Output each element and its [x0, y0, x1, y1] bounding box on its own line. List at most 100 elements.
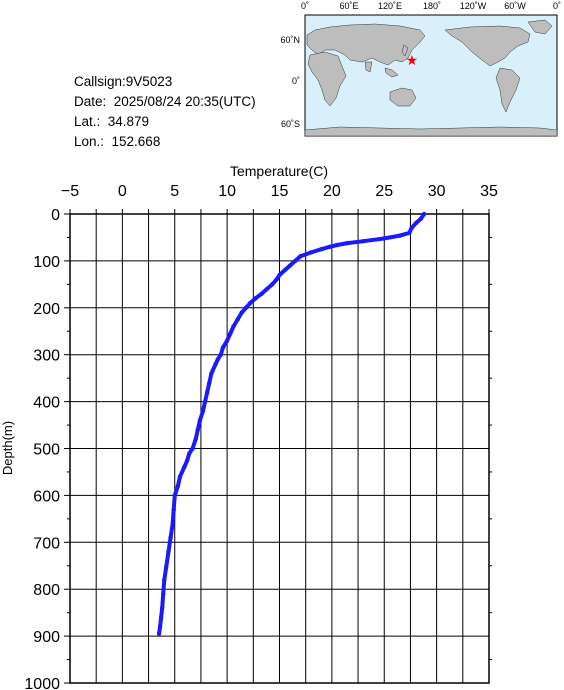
- profile-point: [195, 427, 200, 432]
- map-longitude-label: 60˚E: [339, 1, 358, 11]
- profile-point: [181, 465, 187, 470]
- profile-point: [298, 254, 303, 259]
- profile-point: [274, 277, 279, 282]
- x-tick-label: 20: [323, 183, 341, 200]
- latitude-text: Lat.: 34.879: [74, 114, 150, 129]
- profile-point: [193, 436, 198, 442]
- profile-point: [172, 493, 177, 498]
- x-tick-labels: −5 0 5 10 15 20 25 30 35: [61, 183, 498, 200]
- x-tick-label: 10: [218, 183, 236, 200]
- map-latitude-label: 60˚S: [281, 119, 300, 129]
- y-tick-label: 600: [33, 488, 60, 505]
- profile-point: [418, 216, 424, 221]
- land-masses: [304, 19, 558, 137]
- profile-point: [202, 399, 208, 404]
- profile-point: [168, 535, 173, 540]
- y-tick-label: 300: [33, 348, 60, 365]
- date-text: Date: 2025/08/24 20:35(UTC): [74, 94, 256, 109]
- profile-point: [156, 631, 162, 636]
- profile-point: [397, 233, 403, 238]
- profile-point: [277, 272, 282, 278]
- profile-point: [287, 263, 293, 268]
- profile-point: [319, 246, 324, 252]
- y-tick-label: 1000: [24, 676, 60, 690]
- profile-point: [175, 483, 181, 489]
- profile-point: [247, 300, 253, 306]
- longitude-text: Lon.: 152.668: [74, 134, 161, 149]
- y-tick-label: 100: [33, 254, 60, 271]
- map-longitude-label: 120˚E: [378, 1, 402, 11]
- profile-point: [166, 549, 171, 554]
- profile-point: [213, 361, 218, 367]
- profile-point: [187, 450, 192, 456]
- profile-point: [253, 296, 258, 301]
- profile-point: [185, 458, 190, 463]
- profile-point: [220, 345, 226, 350]
- profile-point: [243, 305, 249, 310]
- profile-point: [161, 591, 166, 597]
- profile-point: [413, 221, 418, 226]
- y-tick-label: 800: [33, 582, 60, 599]
- station-marker-icon: ★: [406, 52, 419, 68]
- y-axis-label: Depth(m): [0, 421, 15, 475]
- profile-point: [158, 615, 164, 620]
- profile-point: [361, 239, 366, 244]
- x-axis-label: Temperature(C): [230, 163, 328, 179]
- profile-point: [207, 380, 212, 386]
- y-tick-label: 700: [33, 535, 60, 552]
- profile-point: [239, 310, 244, 315]
- profile-point: [334, 242, 340, 248]
- profile-point: [177, 474, 183, 479]
- map-latitude-labels: 60˚N 0˚ 60˚S: [280, 35, 300, 129]
- profile-point: [218, 352, 224, 357]
- profile-point: [264, 286, 270, 292]
- profile-point: [157, 624, 163, 629]
- y-tick-labels: 0 100 200 300 400 500 600 700 800 900 1000: [24, 207, 60, 690]
- y-tick-label: 900: [33, 629, 60, 646]
- map-longitude-labels: 0˚ 60˚E 120˚E 180˚ 120˚W 60˚W 0˚: [301, 1, 561, 11]
- map-longitude-label: 60˚W: [504, 1, 526, 11]
- profile-point: [382, 236, 387, 241]
- profile-point: [259, 291, 264, 296]
- map-longitude-label: 0˚: [301, 1, 309, 11]
- map-longitude-label: 120˚W: [460, 1, 487, 11]
- profile-point: [190, 446, 195, 451]
- profile-point: [159, 605, 165, 611]
- profile-point: [293, 258, 298, 264]
- profile-point: [209, 371, 214, 376]
- profile-point: [235, 317, 240, 322]
- map-longitude-label: 180˚: [423, 1, 441, 11]
- x-tick-label: 0: [118, 183, 127, 200]
- x-tick-label: −5: [61, 183, 79, 200]
- profile-point: [231, 324, 236, 329]
- y-tick-label: 400: [33, 395, 60, 412]
- profile-point: [162, 577, 167, 583]
- x-tick-label: 25: [375, 183, 393, 200]
- profile-point: [171, 507, 176, 512]
- temperature-profile-series: [156, 211, 427, 636]
- plot-frame: [69, 213, 490, 684]
- x-tick-label: 5: [170, 183, 179, 200]
- profile-point: [224, 338, 230, 343]
- callsign-text: Callsign:9V5023: [74, 74, 173, 89]
- profile-point: [205, 390, 210, 395]
- profile-point: [215, 357, 220, 362]
- x-tick-label: 35: [480, 183, 498, 200]
- profile-point: [421, 211, 427, 217]
- x-tick-label: 30: [428, 183, 446, 200]
- profile-point: [308, 250, 314, 255]
- profile-point: [327, 244, 332, 250]
- profile-point: [269, 282, 275, 287]
- profile-point: [164, 563, 169, 568]
- profile-point: [197, 418, 203, 423]
- map-latitude-label: 0˚: [292, 76, 300, 86]
- y-tick-label: 0: [51, 207, 60, 224]
- y-tick-label: 200: [33, 301, 60, 318]
- location-map: ★ 0˚ 60˚E 120˚E 180˚ 120˚W 60˚W 0˚ 60˚N 0˚ 60˚S: [280, 1, 561, 137]
- station-info: Callsign:9V5023 Date: 2025/08/24 20:35(U…: [74, 72, 256, 152]
- profile-point: [409, 225, 414, 231]
- profile-point: [170, 521, 175, 526]
- profile-point: [345, 240, 350, 246]
- profile-point: [200, 408, 206, 414]
